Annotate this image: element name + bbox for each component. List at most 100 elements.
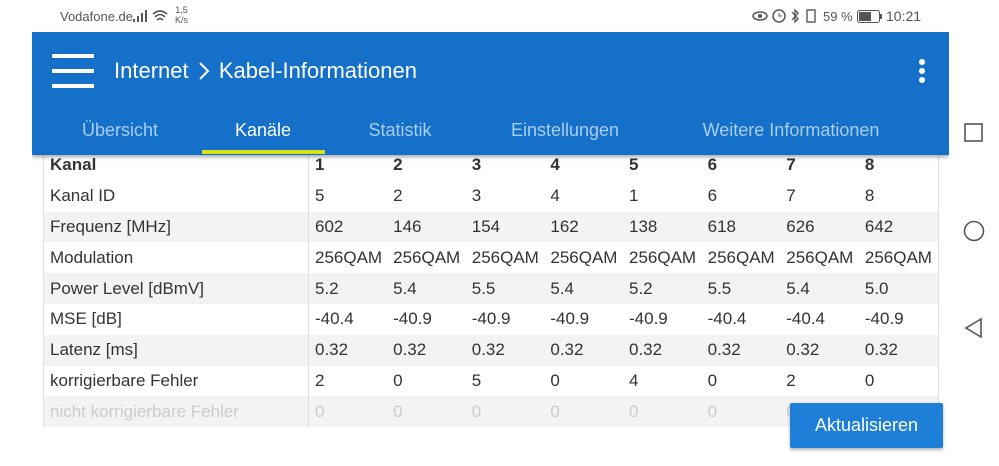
- cell: -40.9: [629, 309, 668, 329]
- tab[interactable]: Einstellungen: [510, 120, 620, 140]
- cell: 0.32: [780, 334, 859, 366]
- cell: 0: [707, 370, 718, 390]
- cell: 5.5: [465, 273, 545, 304]
- cell: 5.4: [387, 273, 466, 304]
- back-button[interactable]: [964, 317, 982, 339]
- speed-value: 1,5: [175, 5, 188, 15]
- home-button[interactable]: [963, 220, 985, 242]
- cell: 0: [864, 370, 875, 390]
- cell: 0: [393, 370, 403, 390]
- cell: -40.4: [786, 309, 825, 329]
- cell: 154: [465, 211, 545, 243]
- cell: -40.9: [864, 309, 904, 329]
- cell: -40.9: [471, 309, 511, 329]
- table-row: Frequenz [MHz] 602 146 154 162 138 618 626 642: [44, 211, 938, 243]
- menu-button[interactable]: [52, 54, 94, 88]
- cell: 5.2: [308, 273, 388, 304]
- cell: 256QAM: [393, 247, 461, 267]
- cell: 5.5: [701, 273, 781, 304]
- cell: 5.2: [623, 273, 702, 304]
- cell: 5: [471, 370, 482, 390]
- cell: 0: [387, 396, 466, 428]
- cell: 256QAM: [786, 247, 854, 267]
- table-row: Power Level [dBmV] 5.2 5.4 5.5 5.4 5.2 5.5 5.4 5…: [44, 273, 938, 304]
- app: Internet Kabel-Informationen Übersicht Ka…: [32, 32, 949, 461]
- row-label: Latenz [ms]: [44, 334, 309, 366]
- header-cell: 6: [701, 150, 781, 181]
- cell: 4: [629, 370, 639, 390]
- channel-table: Kanal 1 2 3 4 5 6 7 8 Kanal ID 5 2 3 4 1 6 7 8 Frequenz [M…: [44, 150, 938, 428]
- cell: 256QAM: [864, 247, 932, 267]
- breadcrumb-item: Kabel-Informationen: [218, 58, 417, 84]
- cell: 256QAM: [315, 247, 383, 267]
- refresh-button[interactable]: Aktualisieren: [790, 403, 943, 448]
- nav-icons: [963, 123, 985, 339]
- cell: 6: [707, 186, 718, 206]
- cell: 0: [701, 396, 781, 428]
- cell: 2: [786, 370, 796, 390]
- cell: 0.32: [465, 334, 545, 366]
- row-label: korrigierbare Fehler: [44, 365, 309, 397]
- signal-wifi-icons: [133, 10, 168, 22]
- cell: 5: [315, 186, 325, 206]
- table-row: MSE [dB] -40.4 -40.9 -40.9 -40.9 -40.9 -40.4 -4…: [44, 303, 938, 335]
- nav-bar: [949, 0, 999, 461]
- battery-icon: [857, 10, 882, 23]
- cell: 618: [701, 211, 781, 243]
- app-bar: Internet Kabel-Informationen Übersicht Ka…: [32, 32, 949, 155]
- cell: -40.4: [707, 309, 747, 329]
- cell: 146: [387, 211, 466, 243]
- row-label: Power Level [dBmV]: [44, 273, 309, 304]
- recents-button[interactable]: [964, 123, 983, 142]
- cell: 0: [465, 396, 545, 428]
- cell: 0.32: [858, 334, 938, 366]
- header-cell: 2: [387, 150, 466, 181]
- table-row: Kanal ID 5 2 3 4 1 6 7 8: [44, 180, 938, 212]
- speed: 1,5 K/s: [175, 5, 188, 25]
- cell: 7: [786, 186, 796, 206]
- cell: 256QAM: [471, 247, 539, 267]
- breadcrumb-item[interactable]: Internet: [114, 58, 189, 84]
- cell: 642: [858, 211, 938, 243]
- cell: 256QAM: [707, 247, 775, 267]
- tab[interactable]: Kanäle: [234, 120, 292, 140]
- tab-indicator: [202, 150, 325, 154]
- row-label: nicht korrigierbare Fehler: [44, 396, 309, 428]
- table-row: korrigierbare Fehler 2 0 5 0 4 0 2 0: [44, 365, 938, 397]
- header-cell: 8: [858, 150, 938, 181]
- row-label: MSE [dB]: [44, 303, 309, 335]
- table-header-row: Kanal 1 2 3 4 5 6 7 8: [44, 150, 938, 181]
- speed-unit: K/s: [175, 15, 189, 25]
- tab[interactable]: Weitere Informationen: [702, 120, 880, 140]
- overflow-menu[interactable]: [918, 58, 926, 84]
- tab[interactable]: Statistik: [368, 120, 432, 140]
- cell: -40.4: [315, 309, 354, 329]
- cell: 138: [623, 211, 702, 243]
- cell: 4: [550, 186, 560, 206]
- table-row: Latenz [ms] 0.32 0.32 0.32 0.32 0.32 0.32 0.32 0…: [44, 334, 938, 366]
- status-bar: Vodafone.de 1,5 K/s 59 % 10:21: [0, 0, 949, 32]
- clock: 10:21: [886, 8, 922, 24]
- tab[interactable]: Übersicht: [81, 120, 159, 140]
- cell: 602: [308, 211, 388, 243]
- cell: -40.9: [393, 309, 432, 329]
- table-container: Kanal 1 2 3 4 5 6 7 8 Kanal ID 5 2 3 4 1 6 7 8 Frequenz [M…: [43, 150, 939, 428]
- row-label: Modulation: [44, 242, 309, 274]
- header-cell: 1: [308, 150, 388, 181]
- cell: 5.4: [544, 273, 623, 304]
- cell: 0.32: [387, 334, 466, 366]
- carrier: Vodafone.de: [60, 9, 134, 24]
- status-icons: [752, 8, 816, 24]
- cell: 5.0: [858, 273, 938, 304]
- row-label: Kanal ID: [44, 180, 309, 212]
- table-row: Modulation 256QAM 256QAM 256QAM 256QAM 256QAM…: [44, 242, 938, 274]
- cell: 0: [550, 370, 560, 390]
- header-cell: 3: [465, 150, 545, 181]
- cell: 0.32: [308, 334, 388, 366]
- cell: 162: [544, 211, 623, 243]
- cell: 2: [315, 370, 325, 390]
- cell: 1: [629, 186, 639, 206]
- chevron: [199, 62, 210, 80]
- cell: 0.32: [623, 334, 702, 366]
